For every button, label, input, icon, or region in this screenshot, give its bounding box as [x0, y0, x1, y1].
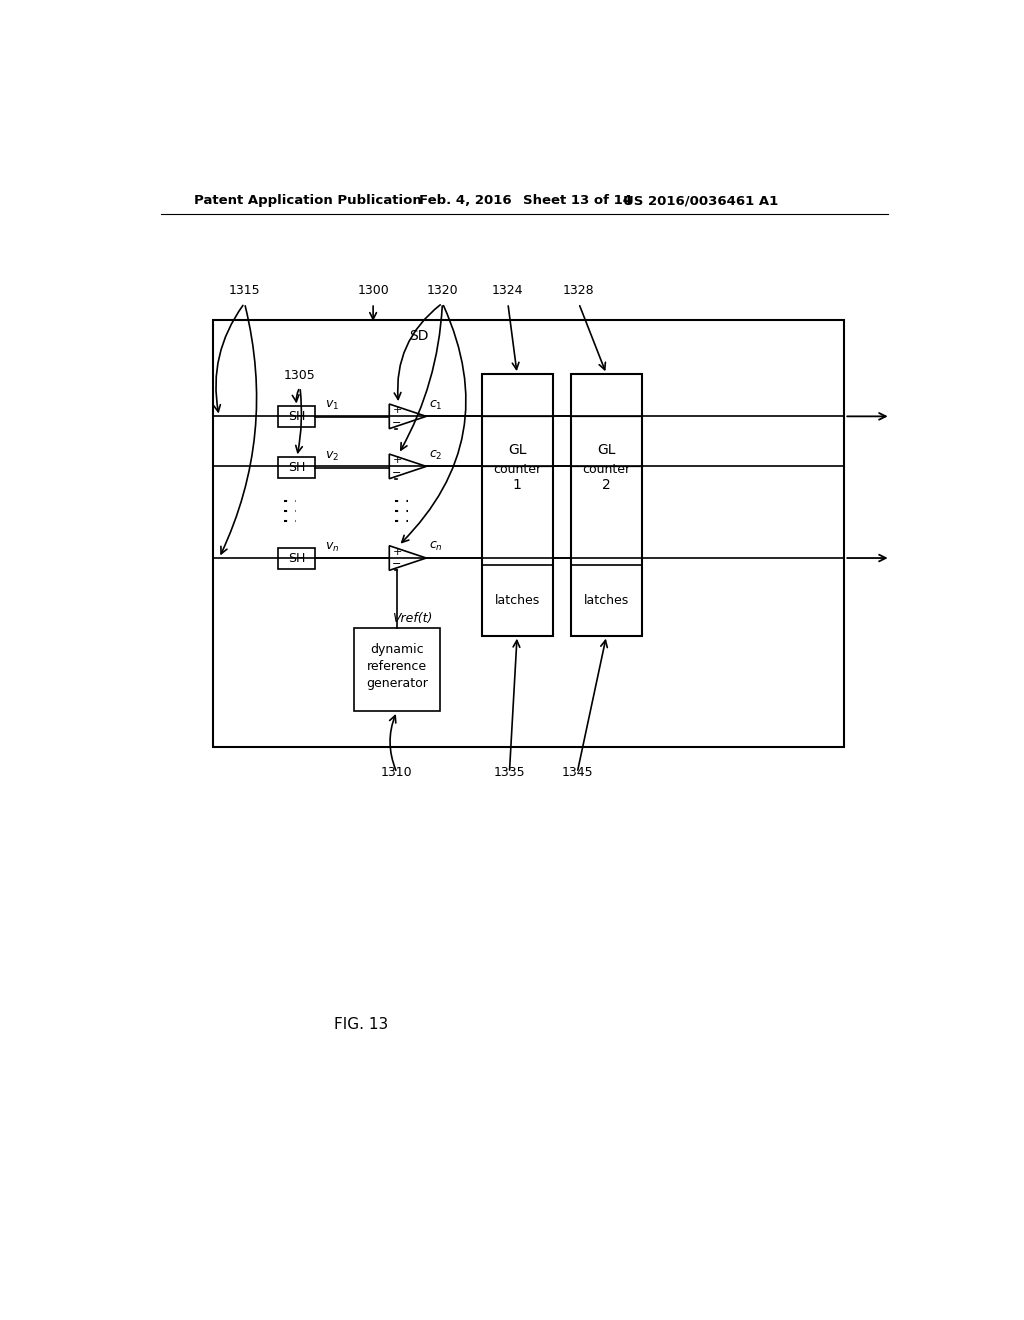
Text: latches: latches: [495, 594, 540, 607]
Text: −: −: [392, 560, 401, 569]
Text: $v_2$: $v_2$: [325, 450, 339, 463]
Text: −: −: [392, 417, 401, 428]
Text: 2: 2: [602, 478, 610, 492]
Bar: [571, 374, 642, 636]
Text: $c_2$: $c_2$: [429, 449, 442, 462]
Bar: [279, 407, 315, 428]
Text: Patent Application Publication: Patent Application Publication: [194, 194, 422, 207]
Text: $v_n$: $v_n$: [325, 541, 339, 554]
Text: FIG. 13: FIG. 13: [335, 1018, 389, 1032]
Text: dynamic: dynamic: [370, 643, 424, 656]
Text: Sheet 13 of 14: Sheet 13 of 14: [523, 194, 632, 207]
Bar: [213, 321, 845, 747]
Text: SH: SH: [288, 461, 305, 474]
Bar: [279, 457, 315, 478]
Text: SH: SH: [288, 411, 305, 424]
Text: +: +: [392, 405, 401, 416]
Bar: [481, 374, 553, 636]
Text: 1: 1: [513, 478, 521, 492]
Text: 1300: 1300: [357, 284, 389, 297]
Text: SH: SH: [288, 552, 305, 565]
Text: 1328: 1328: [563, 284, 595, 297]
Text: Vref(t): Vref(t): [392, 612, 433, 626]
Polygon shape: [389, 404, 426, 429]
Text: GL: GL: [508, 444, 526, 457]
Text: 1324: 1324: [493, 284, 523, 297]
Text: 1320: 1320: [427, 284, 458, 297]
Text: counter: counter: [493, 463, 541, 477]
Polygon shape: [389, 545, 426, 570]
Bar: [354, 628, 440, 711]
Text: 1315: 1315: [228, 284, 260, 297]
Text: generator: generator: [366, 677, 428, 690]
Text: Feb. 4, 2016: Feb. 4, 2016: [419, 194, 512, 207]
Text: 1310: 1310: [381, 767, 413, 779]
Text: $c_1$: $c_1$: [429, 399, 443, 412]
Text: 1305: 1305: [284, 370, 315, 381]
Text: 1345: 1345: [561, 767, 593, 779]
Text: SD: SD: [410, 329, 429, 342]
Text: $c_n$: $c_n$: [429, 540, 443, 553]
Text: reference: reference: [367, 660, 427, 673]
Text: latches: latches: [584, 594, 629, 607]
Text: 1335: 1335: [494, 767, 525, 779]
Text: US 2016/0036461 A1: US 2016/0036461 A1: [624, 194, 778, 207]
Text: $v_1$: $v_1$: [325, 399, 339, 412]
Text: −: −: [392, 467, 401, 478]
Bar: [279, 548, 315, 569]
Text: +: +: [392, 546, 401, 557]
Text: +: +: [392, 455, 401, 465]
Text: counter: counter: [583, 463, 631, 477]
Polygon shape: [389, 454, 426, 479]
Text: GL: GL: [597, 444, 615, 457]
